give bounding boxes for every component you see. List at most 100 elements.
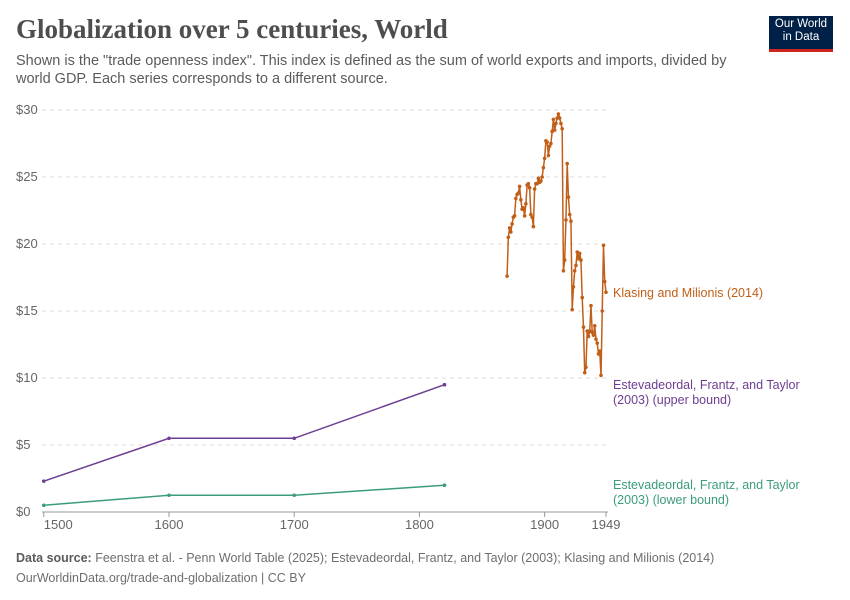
data-point [529, 212, 533, 217]
data-point [536, 176, 541, 181]
data-point [590, 330, 595, 335]
data-point [579, 258, 583, 262]
data-point [522, 214, 527, 218]
series-label: Estevadeordal, Frantz, and Taylor [613, 478, 800, 492]
data-point [442, 483, 447, 488]
data-point [559, 121, 563, 126]
data-point [602, 279, 607, 284]
data-point [591, 333, 596, 337]
data-point [584, 365, 588, 370]
data-point [167, 436, 171, 441]
data-point [510, 222, 514, 226]
data-point [505, 274, 509, 278]
line-chart: $0 $5 $10 $15 $20 $25 $30 1500 1600 1700 1800 1900 1… [16, 102, 800, 532]
data-point [556, 112, 561, 116]
data-point [597, 349, 602, 354]
data-point [594, 337, 598, 341]
data-point [516, 191, 521, 195]
y-tick-label: $15 [16, 303, 38, 318]
source-text: Feenstra et al. - Penn World Table (2025… [91, 551, 715, 565]
data-point [546, 153, 551, 158]
data-point [604, 290, 608, 295]
data-point [572, 269, 577, 273]
series-label: Estevadeordal, Frantz, and Taylor [613, 378, 800, 392]
data-point [600, 309, 605, 313]
data-point [562, 258, 567, 262]
data-point [557, 116, 562, 120]
data-point [514, 196, 518, 201]
data-point [167, 493, 171, 498]
data-point [589, 303, 593, 308]
data-point [292, 436, 297, 441]
data-point [541, 165, 546, 170]
chart-subtitle: Shown is the "trade openness index". Thi… [16, 53, 727, 87]
data-point [512, 214, 517, 218]
series-label: Klasing and Milionis (2014) [613, 286, 763, 300]
data-source: Data source: Feenstra et al. - Penn Worl… [16, 548, 714, 568]
data-point [530, 215, 534, 219]
data-point [582, 370, 587, 375]
data-point [509, 230, 513, 234]
x-tick-label: 1600 [155, 517, 184, 532]
data-point [592, 323, 597, 328]
chart-title: Globalization over 5 centuries, World [16, 14, 448, 44]
data-point [569, 219, 573, 224]
data-point [542, 156, 547, 161]
data-point [560, 126, 564, 131]
data-point [551, 117, 556, 122]
data-point [442, 382, 447, 387]
data-point [540, 175, 544, 179]
data-point [555, 116, 559, 120]
source-url[interactable]: OurWorldinData.org/trade-and-globalizati… [16, 571, 306, 585]
y-tick-label: $0 [16, 504, 30, 519]
y-tick-label: $10 [16, 370, 38, 385]
series-label: (2003) (upper bound) [613, 393, 731, 407]
data-point [577, 251, 582, 256]
y-tick-label: $5 [16, 437, 30, 452]
x-tick-label: 1500 [44, 517, 73, 532]
data-point [521, 206, 526, 210]
data-point [41, 479, 46, 483]
data-point [564, 218, 568, 222]
x-tick-label: 1700 [280, 517, 309, 532]
data-point [601, 243, 606, 248]
data-point [571, 285, 576, 289]
data-point [567, 212, 572, 217]
data-point [527, 185, 532, 190]
data-point [549, 141, 553, 146]
data-point [292, 493, 297, 498]
data-point [574, 263, 578, 268]
data-point [595, 341, 600, 345]
data-point [532, 187, 537, 191]
x-tick-label: 1949 [592, 517, 621, 532]
logo-text: Our World in Data [774, 18, 828, 43]
data-point [570, 307, 574, 312]
series-label: (2003) (lower bound) [613, 493, 729, 507]
owid-logo[interactable]: Our World in Data [769, 16, 833, 52]
data-point [596, 352, 601, 356]
data-point [565, 161, 569, 166]
series-line [43, 484, 445, 507]
data-point [41, 503, 46, 508]
data-point [507, 226, 512, 230]
data-point [517, 184, 522, 189]
data-point [526, 181, 531, 186]
y-tick-label: $25 [16, 169, 38, 184]
data-point [547, 144, 552, 148]
series-line [43, 383, 445, 482]
data-point [585, 329, 590, 333]
data-point [552, 128, 557, 132]
data-point [566, 195, 571, 199]
data-point [524, 202, 528, 206]
data-point [554, 121, 558, 126]
y-tick-label: $20 [16, 236, 38, 251]
data-point [561, 269, 566, 273]
data-point [519, 197, 523, 202]
data-point [580, 295, 585, 300]
data-point [506, 235, 511, 240]
chart-footer: Data source: Feenstra et al. - Penn Worl… [16, 548, 714, 588]
y-tick-label: $30 [16, 102, 38, 117]
data-point [545, 140, 549, 144]
x-tick-label: 1900 [530, 517, 559, 532]
data-point [586, 334, 591, 339]
